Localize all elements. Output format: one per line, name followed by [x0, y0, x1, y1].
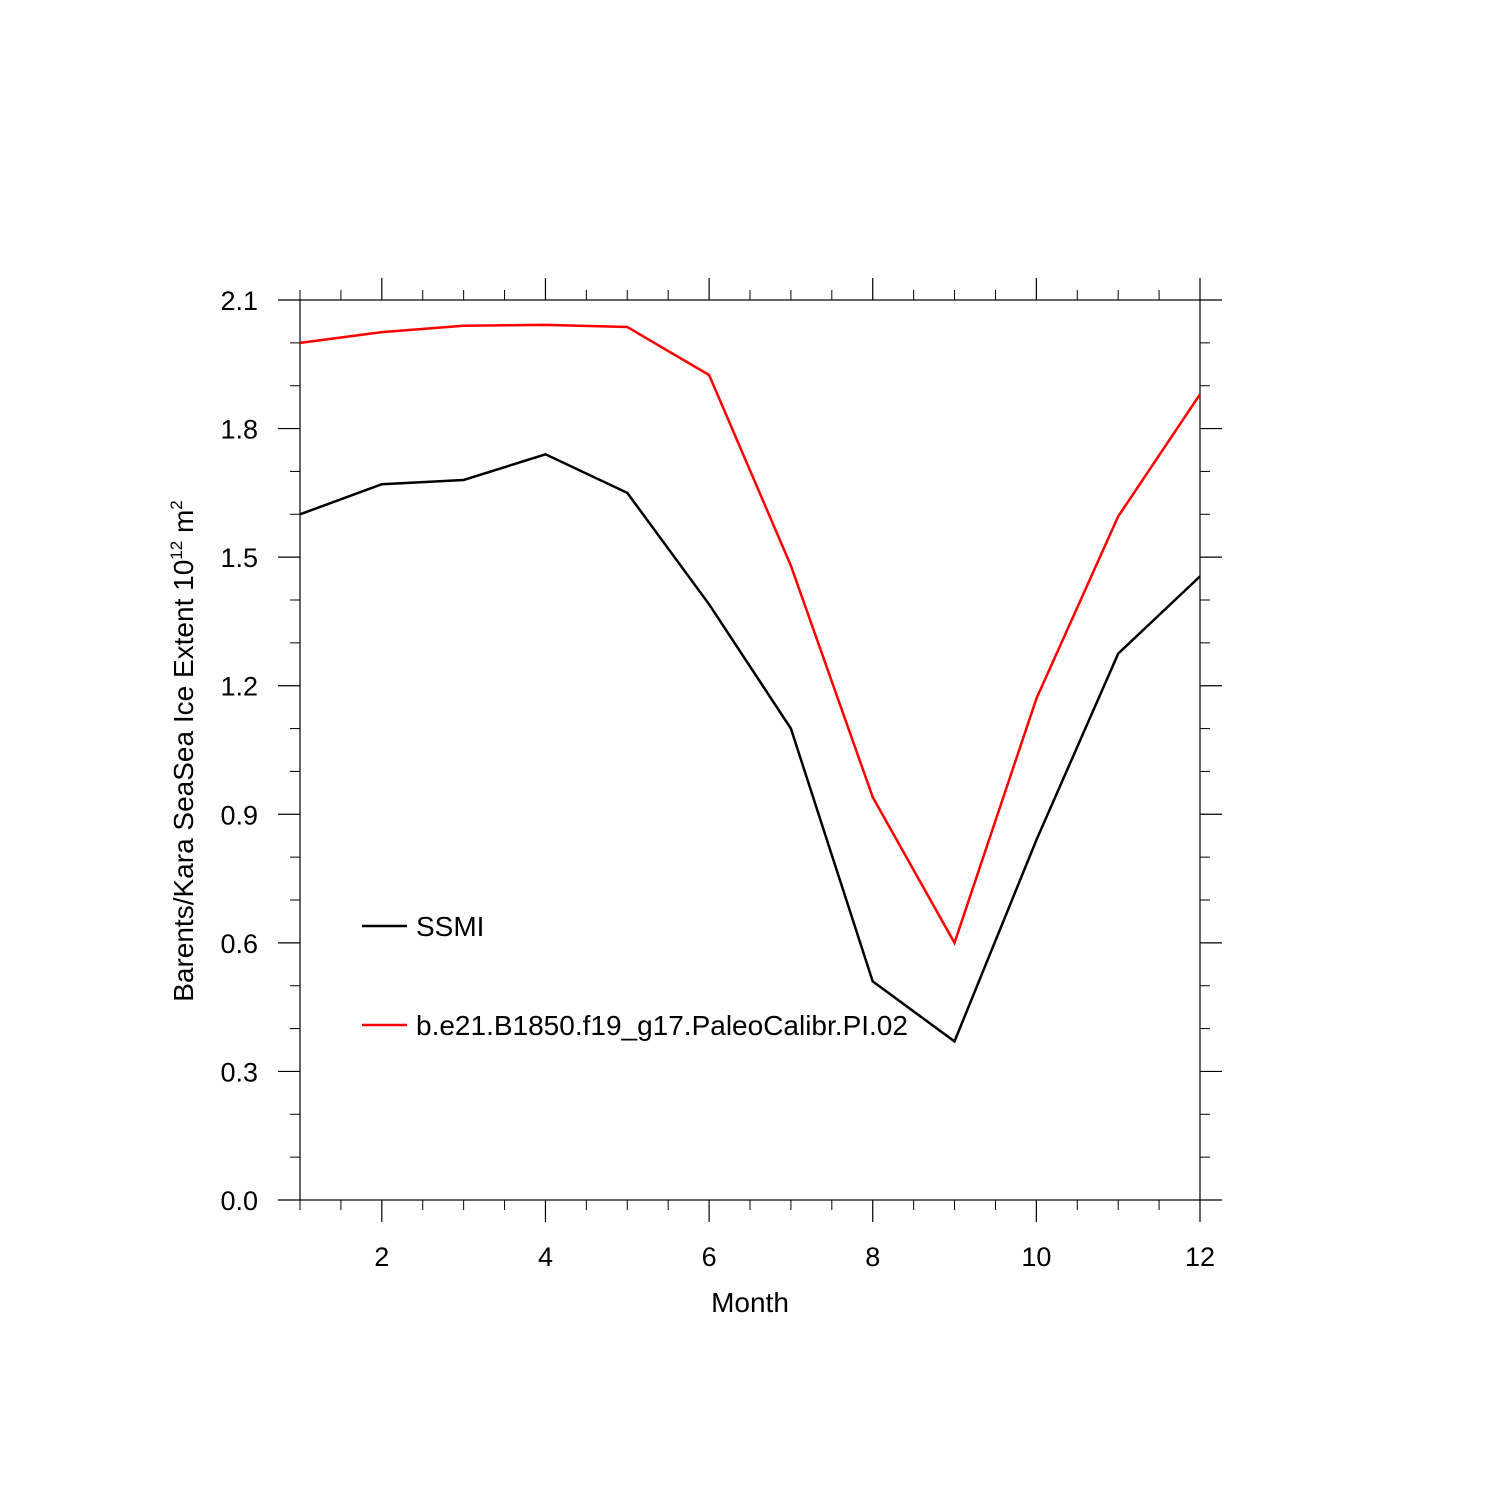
major-ticks: [278, 278, 1222, 1222]
y-tick-labels: 0.0 0.3 0.6 0.9 1.2 1.5 1.8 2.1: [220, 286, 258, 1216]
y-tick-label: 0.0: [220, 1186, 258, 1216]
y-tick-label: 0.3: [220, 1057, 258, 1087]
y-axis-title: Barents/Kara SeaSea Ice Extent 1012 m2: [167, 500, 199, 1002]
legend: SSMI b.e21.B1850.f19_g17.PaleoCalibr.PI.…: [362, 911, 908, 1041]
y-tick-label: 1.5: [220, 543, 258, 573]
y-tick-label: 1.8: [220, 415, 258, 445]
x-tick-labels: 2 4 6 8 10 12: [374, 1242, 1215, 1272]
y-axis-title-unit: m: [168, 510, 199, 541]
y-tick-label: 0.6: [220, 929, 258, 959]
x-axis-title: Month: [711, 1287, 789, 1318]
y-axis-title-exponent: 12: [167, 541, 186, 560]
x-tick-label: 8: [865, 1242, 880, 1272]
x-tick-label: 10: [1021, 1242, 1051, 1272]
y-tick-label: 1.2: [220, 672, 258, 702]
minor-ticks: [290, 290, 1210, 1210]
legend-label-ssmi: SSMI: [416, 911, 484, 942]
x-tick-label: 2: [374, 1242, 389, 1272]
x-tick-label: 12: [1185, 1242, 1215, 1272]
series-layer: [299, 323, 1202, 1044]
series-line-model: [299, 323, 1202, 946]
x-tick-label: 4: [538, 1242, 553, 1272]
series-line-ssmi: [299, 452, 1201, 1044]
plot-frame: [299, 299, 1201, 1201]
y-axis-title-text: Barents/Kara SeaSea Ice Extent 10: [168, 560, 199, 1002]
legend-label-model: b.e21.B1850.f19_g17.PaleoCalibr.PI.02: [416, 1010, 908, 1041]
y-tick-label: 2.1: [220, 286, 258, 316]
y-axis-title-unit-exponent: 2: [167, 500, 186, 509]
x-tick-label: 6: [702, 1242, 717, 1272]
y-tick-label: 0.9: [220, 800, 258, 830]
